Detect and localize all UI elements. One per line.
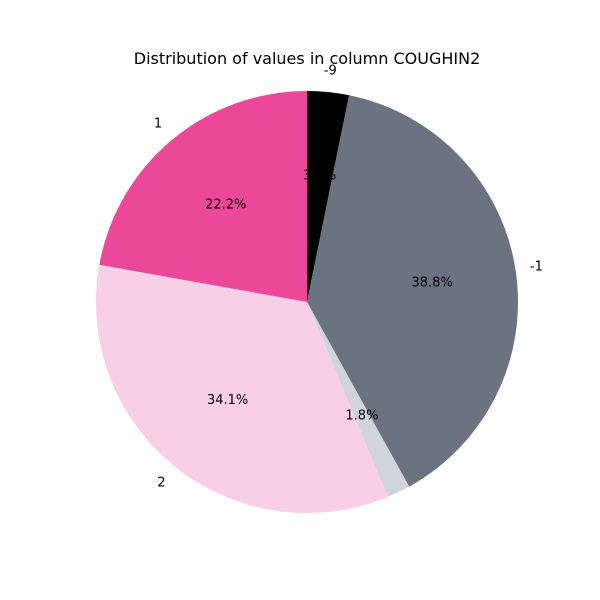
pie-slice-1: [307, 95, 519, 487]
slice-label-1: -1: [530, 259, 543, 274]
slice-pct-label-2: 1.8%: [345, 409, 378, 424]
slice-pct-label-1: 38.8%: [411, 275, 452, 290]
slice-label-0: -9: [324, 64, 337, 79]
chart-title: Distribution of values in column COUGHIN…: [134, 49, 481, 68]
slice-label-3: 2: [157, 475, 165, 490]
slice-pct-label-3: 34.1%: [207, 393, 248, 408]
slice-pct-label-4: 22.2%: [205, 197, 246, 212]
pie-slices: [95, 91, 519, 513]
slice-label-4: 1: [154, 116, 162, 131]
pie-slice-0: [307, 91, 350, 302]
pie-slice-4: [99, 91, 307, 302]
pie-labels: -9 3.2% -1 38.8% 1.8% 2 34.1% 1 22.2%: [154, 64, 543, 491]
pie-slice-2: [307, 302, 410, 497]
slice-pct-label-0: 3.2%: [303, 169, 336, 184]
pie-slice-3: [95, 264, 388, 513]
